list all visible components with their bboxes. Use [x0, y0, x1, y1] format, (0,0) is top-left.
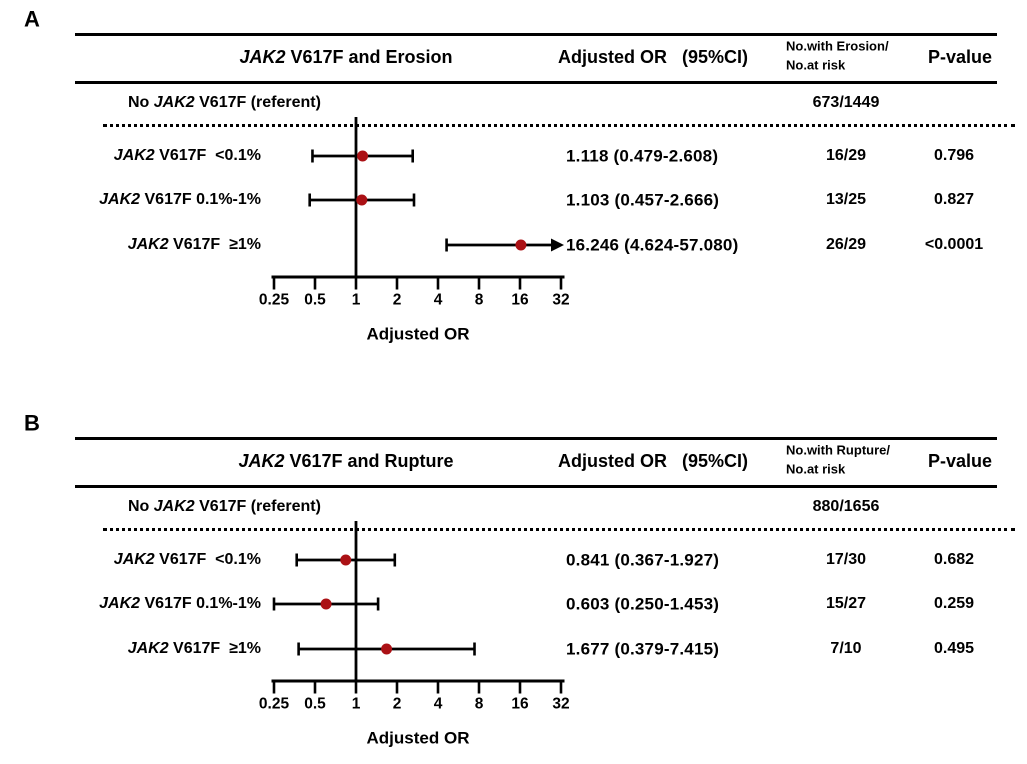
gene-name-italic: JAK2: [238, 450, 285, 471]
referent-divider-dotted-line: [103, 124, 1015, 127]
or-point-estimate-dot: [340, 554, 352, 566]
gene-name-italic: JAK2: [99, 191, 141, 209]
axis-tick-label: 32: [552, 695, 570, 713]
gene-name-italic: JAK2: [153, 94, 195, 112]
row-pvalue: 0.259: [933, 595, 975, 613]
gene-name-italic: JAK2: [113, 147, 155, 165]
table-rule-top: [75, 33, 997, 36]
row-pvalue: <0.0001: [924, 236, 984, 254]
panel-erosion: A JAK2 V617F and Erosion Adjusted OR (95%C…: [0, 0, 1027, 360]
or-point-estimate-dot: [381, 643, 393, 655]
axis-label: Adjusted OR: [366, 728, 470, 748]
gene-name-italic: JAK2: [127, 640, 169, 658]
axis-tick-label: 0.25: [258, 695, 290, 713]
axis-tick-label: 8: [474, 695, 484, 713]
label-text: V617F (referent): [194, 498, 321, 516]
label-text: V617F 0.1%-1%: [140, 595, 261, 613]
axis-tick-label: 16: [511, 291, 529, 309]
label-text: V617F and Erosion: [285, 46, 453, 67]
row-label: JAK2 V617F <0.1%: [0, 551, 261, 569]
col-header-adjusted-or: Adjusted OR (95%CI): [557, 46, 749, 67]
panel-letter: B: [24, 410, 40, 436]
axis-tick-label: 4: [433, 291, 443, 309]
row-or-ci-value: 16.246 (4.624-57.080): [566, 235, 739, 255]
axis-label: Adjusted OR: [366, 324, 470, 344]
row-pvalue: 0.682: [933, 551, 975, 569]
or-point-estimate-dot: [357, 150, 369, 162]
axis-tick-label: 0.5: [304, 695, 326, 713]
referent-divider-dotted-line: [103, 528, 1015, 531]
row-count: 15/27: [825, 595, 867, 613]
panel-title: JAK2 V617F and Erosion: [239, 47, 452, 67]
row-label: JAK2 V617F 0.1%-1%: [0, 595, 261, 613]
panel-letter: A: [24, 6, 40, 32]
gene-name-italic: JAK2: [239, 46, 286, 67]
axis-tick-label: 8: [474, 291, 484, 309]
row-count: 7/10: [830, 640, 862, 658]
row-pvalue: 0.796: [933, 147, 975, 165]
table-rule-header: [75, 485, 997, 488]
referent-row-label: No JAK2 V617F (referent): [128, 94, 321, 112]
gene-name-italic: JAK2: [99, 595, 141, 613]
col-header-count-line2: No.at risk: [786, 57, 846, 73]
referent-count: 880/1656: [812, 498, 880, 516]
label-text: V617F 0.1%-1%: [140, 191, 261, 209]
row-pvalue: 0.827: [933, 191, 975, 209]
row-or-ci-value: 1.118 (0.479-2.608): [566, 146, 719, 166]
label-text: No: [128, 94, 154, 112]
axis-tick-label: 2: [392, 695, 402, 713]
label-text: V617F ≥1%: [168, 236, 261, 254]
label-text: V617F and Rupture: [284, 450, 454, 471]
col-header-pvalue: P-value: [927, 46, 993, 67]
or-point-estimate-dot: [320, 598, 332, 610]
axis-tick-label: 2: [392, 291, 402, 309]
col-header-count-line1: No.with Erosion/: [786, 38, 889, 54]
panel-rupture: B JAK2 V617F and Rupture Adjusted OR (95%C…: [0, 404, 1027, 764]
or-point-estimate-dot: [515, 239, 527, 251]
row-count: 26/29: [825, 236, 867, 254]
label-text: V617F (referent): [194, 94, 321, 112]
row-label: JAK2 V617F 0.1%-1%: [0, 191, 261, 209]
gene-name-italic: JAK2: [127, 236, 169, 254]
panel-title: JAK2 V617F and Rupture: [238, 451, 453, 471]
axis-tick-label: 1: [351, 291, 361, 309]
row-pvalue: 0.495: [933, 640, 975, 658]
label-text: No: [128, 498, 154, 516]
axis-tick-label: 16: [511, 695, 529, 713]
row-count: 13/25: [825, 191, 867, 209]
row-label: JAK2 V617F <0.1%: [0, 147, 261, 165]
col-header-pvalue: P-value: [927, 450, 993, 471]
row-or-ci-value: 0.603 (0.250-1.453): [566, 594, 720, 614]
row-count: 17/30: [825, 551, 867, 569]
axis-tick-label: 0.5: [304, 291, 326, 309]
row-count: 16/29: [825, 147, 867, 165]
axis-tick-label: 0.25: [258, 291, 290, 309]
col-header-count-line1: No.with Rupture/: [786, 442, 890, 458]
axis-tick-label: 32: [552, 291, 570, 309]
referent-row-label: No JAK2 V617F (referent): [128, 498, 321, 516]
referent-count: 673/1449: [812, 94, 880, 112]
label-text: V617F <0.1%: [154, 147, 261, 165]
ci-arrowhead-exceeds-axis: [551, 238, 564, 252]
col-header-adjusted-or: Adjusted OR (95%CI): [557, 450, 749, 471]
table-rule-header: [75, 81, 997, 84]
axis-tick-label: 4: [433, 695, 443, 713]
axis-tick-label: 1: [351, 695, 361, 713]
row-or-ci-value: 0.841 (0.367-1.927): [566, 550, 720, 570]
col-header-count-line2: No.at risk: [786, 461, 846, 477]
row-label: JAK2 V617F ≥1%: [0, 236, 261, 254]
label-text: V617F <0.1%: [154, 551, 261, 569]
gene-name-italic: JAK2: [153, 498, 195, 516]
row-or-ci-value: 1.103 (0.457-2.666): [566, 190, 720, 210]
row-label: JAK2 V617F ≥1%: [0, 640, 261, 658]
table-rule-top: [75, 437, 997, 440]
or-point-estimate-dot: [356, 194, 368, 206]
label-text: V617F ≥1%: [168, 640, 261, 658]
row-or-ci-value: 1.677 (0.379-7.415): [566, 639, 720, 659]
gene-name-italic: JAK2: [113, 551, 155, 569]
